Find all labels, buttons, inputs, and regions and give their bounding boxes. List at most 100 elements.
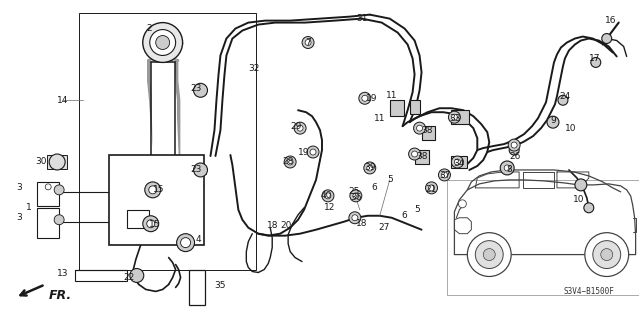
Text: 3: 3 — [17, 213, 22, 222]
Circle shape — [426, 182, 438, 194]
Text: 9: 9 — [550, 116, 556, 125]
Text: 11: 11 — [374, 114, 385, 123]
Bar — [451, 110, 469, 124]
Circle shape — [476, 241, 503, 269]
Text: 1: 1 — [26, 203, 32, 212]
Text: 5: 5 — [387, 175, 392, 184]
Text: 16: 16 — [605, 16, 616, 25]
Circle shape — [483, 249, 495, 261]
Text: 11: 11 — [386, 91, 397, 100]
Circle shape — [156, 35, 170, 49]
Bar — [415, 150, 429, 164]
Circle shape — [147, 220, 155, 228]
Bar — [189, 270, 205, 305]
Circle shape — [145, 182, 161, 198]
Circle shape — [325, 193, 331, 199]
Circle shape — [511, 142, 517, 148]
Circle shape — [442, 172, 447, 178]
Text: 18: 18 — [266, 221, 278, 230]
Circle shape — [359, 92, 371, 104]
Circle shape — [307, 146, 319, 158]
Text: 15: 15 — [153, 185, 164, 194]
Circle shape — [143, 23, 182, 63]
Circle shape — [412, 151, 417, 157]
Text: 30: 30 — [35, 158, 47, 167]
Text: 5: 5 — [415, 205, 420, 214]
Circle shape — [429, 185, 435, 191]
Bar — [75, 270, 127, 281]
Circle shape — [451, 156, 463, 168]
Circle shape — [467, 233, 511, 277]
Circle shape — [591, 57, 601, 67]
Circle shape — [454, 159, 460, 165]
Circle shape — [458, 200, 467, 208]
Circle shape — [601, 249, 612, 261]
Text: 28: 28 — [282, 158, 294, 167]
Text: 23: 23 — [191, 84, 202, 93]
Circle shape — [352, 215, 358, 221]
Circle shape — [500, 161, 514, 175]
Circle shape — [508, 139, 520, 151]
Circle shape — [438, 169, 451, 181]
Text: 39: 39 — [364, 163, 376, 173]
Circle shape — [45, 184, 51, 190]
Text: 36: 36 — [350, 193, 362, 202]
Bar — [47, 155, 67, 169]
Circle shape — [350, 190, 362, 202]
Text: FR.: FR. — [49, 289, 72, 302]
Circle shape — [54, 185, 64, 195]
Circle shape — [585, 233, 628, 277]
Text: 18: 18 — [356, 219, 367, 228]
Circle shape — [584, 203, 594, 213]
Text: 10: 10 — [573, 195, 584, 204]
Circle shape — [287, 159, 293, 165]
Text: 37: 37 — [440, 171, 451, 181]
Circle shape — [302, 37, 314, 48]
Text: 15: 15 — [149, 220, 161, 229]
Bar — [451, 156, 467, 168]
Circle shape — [509, 145, 519, 155]
Text: 8: 8 — [506, 166, 512, 174]
Circle shape — [417, 125, 422, 131]
Text: 2: 2 — [146, 24, 152, 33]
Bar — [390, 100, 404, 116]
Bar — [37, 182, 59, 206]
Polygon shape — [151, 60, 179, 155]
Text: 31: 31 — [356, 14, 367, 23]
Circle shape — [150, 30, 175, 56]
Text: 3: 3 — [17, 183, 22, 192]
Circle shape — [294, 122, 306, 134]
Circle shape — [575, 179, 587, 191]
Circle shape — [177, 234, 195, 252]
Text: 17: 17 — [589, 54, 600, 63]
Text: 25: 25 — [348, 187, 360, 197]
Bar — [410, 100, 420, 114]
Circle shape — [49, 154, 65, 170]
Text: 24: 24 — [559, 92, 570, 101]
Bar — [127, 210, 148, 228]
Circle shape — [558, 95, 568, 105]
Text: 20: 20 — [280, 221, 292, 230]
Text: 19: 19 — [366, 94, 378, 103]
Text: 19: 19 — [298, 147, 310, 157]
Text: 21: 21 — [426, 185, 437, 194]
Text: 33: 33 — [450, 114, 461, 123]
Text: 22: 22 — [124, 273, 134, 282]
Circle shape — [297, 125, 303, 131]
Text: 38: 38 — [416, 152, 428, 160]
Circle shape — [322, 190, 334, 202]
Circle shape — [449, 111, 460, 123]
Circle shape — [547, 116, 559, 128]
Circle shape — [349, 212, 361, 224]
Text: 26: 26 — [509, 152, 521, 160]
Circle shape — [143, 216, 159, 232]
Text: S3V4−B1500F: S3V4−B1500F — [563, 287, 614, 296]
Bar — [109, 155, 204, 245]
Bar — [447, 180, 640, 295]
Circle shape — [353, 193, 359, 199]
Text: 12: 12 — [324, 203, 335, 212]
Text: 10: 10 — [565, 124, 577, 133]
Circle shape — [148, 186, 157, 194]
Text: 40: 40 — [320, 191, 332, 200]
Circle shape — [193, 83, 207, 97]
